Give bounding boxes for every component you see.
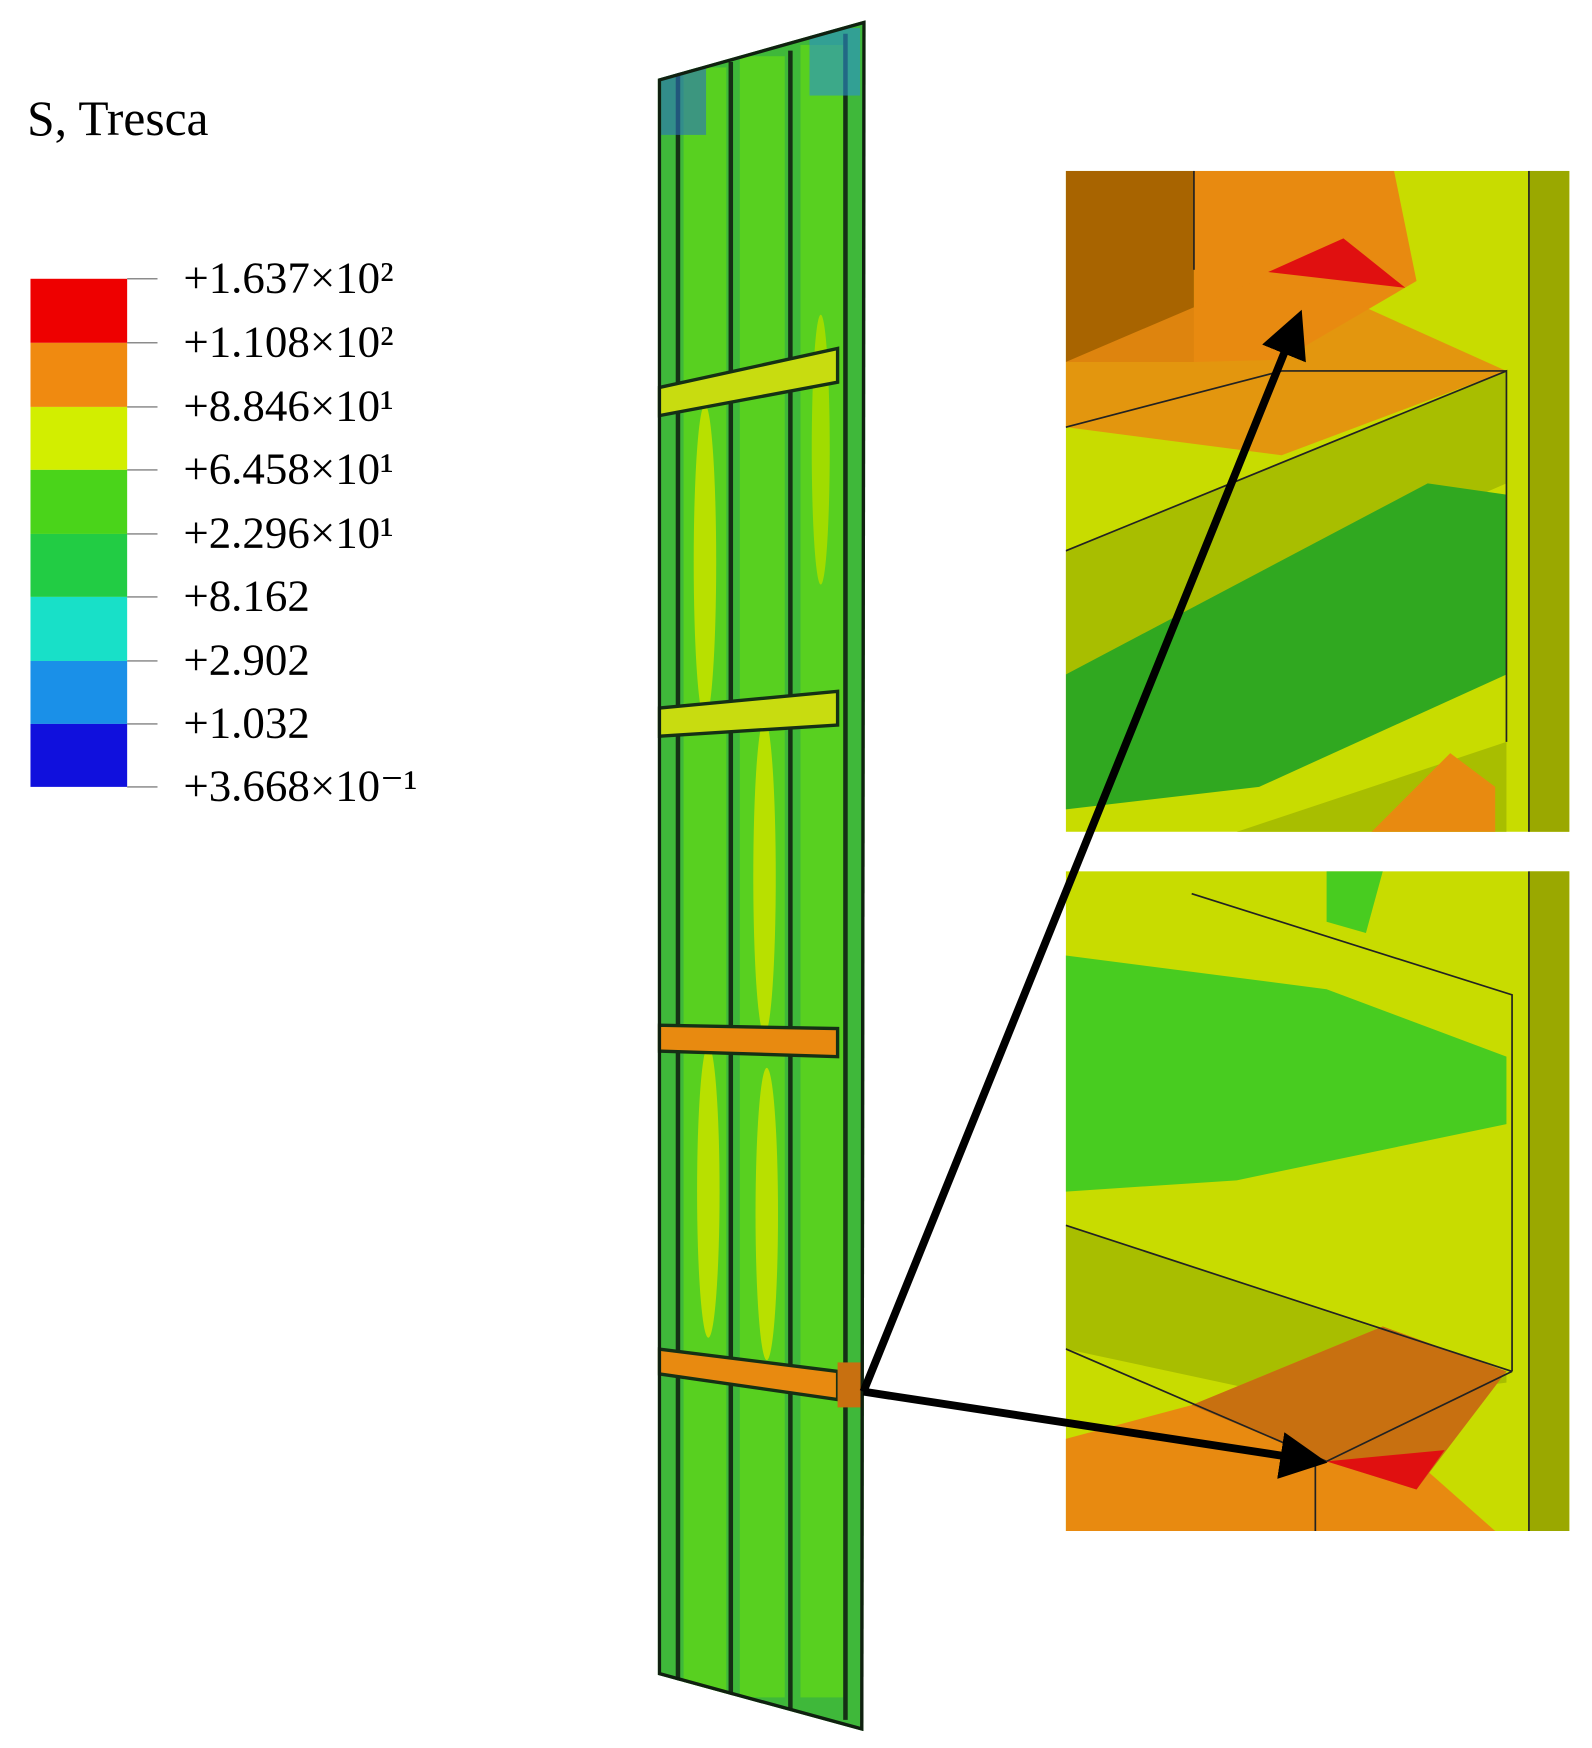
legend-label: +3.668×10⁻¹ (183, 760, 417, 810)
legend-label: +2.902 (183, 634, 309, 684)
zoom-inset-bottom (1065, 871, 1570, 1532)
panel-model (657, 20, 866, 1732)
legend-labels: +1.637×10² +1.108×10² +8.846×10¹ +6.458×… (183, 252, 417, 810)
legend-label: +1.032 (183, 697, 309, 747)
legend-label: +8.846×10¹ (183, 380, 393, 430)
legend-label: +6.458×10¹ (183, 443, 393, 493)
legend-bar (30, 278, 158, 788)
zoom-inset-top (1065, 170, 1570, 832)
legend-label: +1.637×10² (183, 252, 393, 302)
legend-label: +1.108×10² (183, 316, 393, 366)
arrows (859, 309, 1328, 1479)
legend-title: S, Tresca (27, 91, 208, 146)
legend-label: +8.162 (183, 570, 309, 620)
legend-label: +2.296×10¹ (183, 507, 393, 557)
